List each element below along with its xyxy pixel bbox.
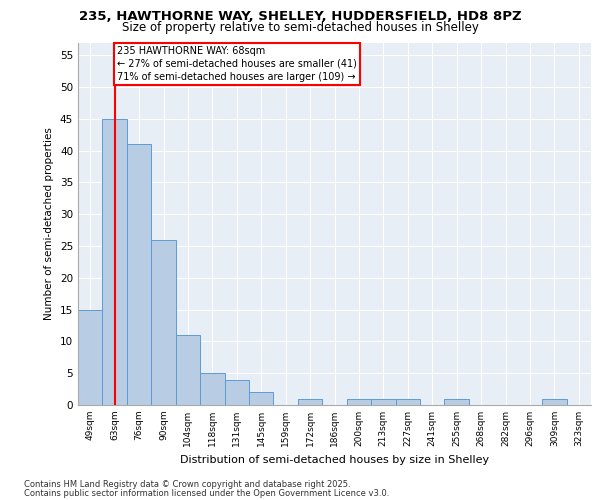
- Bar: [542, 398, 566, 405]
- Text: 235, HAWTHORNE WAY, SHELLEY, HUDDERSFIELD, HD8 8PZ: 235, HAWTHORNE WAY, SHELLEY, HUDDERSFIEL…: [79, 10, 521, 23]
- Bar: [127, 144, 151, 405]
- Bar: [103, 119, 127, 405]
- Bar: [200, 373, 224, 405]
- X-axis label: Distribution of semi-detached houses by size in Shelley: Distribution of semi-detached houses by …: [180, 454, 489, 464]
- Bar: [151, 240, 176, 405]
- Bar: [298, 398, 322, 405]
- Bar: [371, 398, 395, 405]
- Bar: [176, 335, 200, 405]
- Text: Contains public sector information licensed under the Open Government Licence v3: Contains public sector information licen…: [24, 488, 389, 498]
- Bar: [224, 380, 249, 405]
- Bar: [249, 392, 274, 405]
- Bar: [78, 310, 103, 405]
- Bar: [347, 398, 371, 405]
- Text: Contains HM Land Registry data © Crown copyright and database right 2025.: Contains HM Land Registry data © Crown c…: [24, 480, 350, 489]
- Text: Size of property relative to semi-detached houses in Shelley: Size of property relative to semi-detach…: [122, 21, 478, 34]
- Text: 235 HAWTHORNE WAY: 68sqm
← 27% of semi-detached houses are smaller (41)
71% of s: 235 HAWTHORNE WAY: 68sqm ← 27% of semi-d…: [117, 46, 357, 82]
- Bar: [445, 398, 469, 405]
- Bar: [395, 398, 420, 405]
- Y-axis label: Number of semi-detached properties: Number of semi-detached properties: [44, 128, 55, 320]
